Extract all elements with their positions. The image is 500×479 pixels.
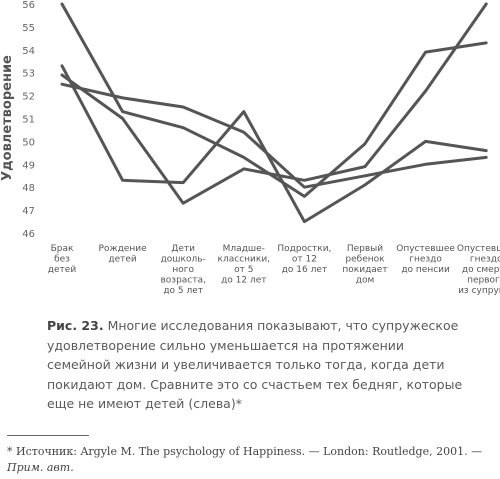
y-tick-label: 50 [22, 137, 35, 148]
x-category-label: Рождение детей [99, 244, 148, 265]
series-line-3 [60, 82, 488, 189]
y-tick-labels: 46 47 48 49 50 51 52 53 54 55 56 [22, 0, 35, 240]
y-axis-label: Удовлетворение [0, 55, 15, 181]
y-tick-label: 55 [22, 23, 35, 34]
x-category-label: Опустевшее гнездо до пенсии [396, 244, 455, 275]
x-category-label: Младше-классники, от 5 до 12 лет [218, 244, 270, 286]
caption-text: Многие исследования показывают, что супр… [47, 318, 463, 411]
footnote-source: * Источник: Argyle M. The psychology of … [7, 445, 483, 458]
x-category-label: Подростки, от 12 до 16 лет [277, 244, 331, 275]
series-line-1 [60, 2, 488, 198]
series-line-2 [60, 64, 488, 224]
y-tick-label: 46 [22, 229, 35, 240]
y-tick-label: 52 [22, 92, 35, 103]
x-category-labels: Брак без детей Рождение детей Дети дошколь-ног… [48, 244, 500, 296]
x-category-label: Первый ребенок покидает дом [342, 244, 387, 286]
footnote-divider [7, 435, 89, 436]
series-line-4 [60, 2, 488, 205]
y-tick-label: 56 [22, 0, 35, 11]
footnote: * Источник: Argyle M. The psychology of … [7, 444, 497, 476]
y-tick-label: 51 [22, 115, 35, 126]
y-tick-label: 48 [22, 183, 35, 194]
y-tick-label: 47 [22, 206, 35, 217]
y-tick-label: 49 [22, 160, 35, 171]
x-category-label: Дети дошколь-ного возраста, до 5 лет [160, 244, 205, 296]
x-category-label: Брак без детей [48, 244, 77, 275]
footnote-note: Прим. авт. [7, 461, 74, 474]
figure-caption: Рис. 23. Многие исследования показывают,… [47, 316, 467, 414]
y-tick-label: 53 [22, 69, 35, 80]
series-lines [60, 2, 488, 224]
y-tick-label: 54 [22, 46, 35, 57]
satisfaction-line-chart: Удовлетворение 46 47 48 49 50 51 52 53 54 55 56 Бр… [0, 0, 500, 296]
figure-label: Рис. 23. [47, 318, 104, 333]
